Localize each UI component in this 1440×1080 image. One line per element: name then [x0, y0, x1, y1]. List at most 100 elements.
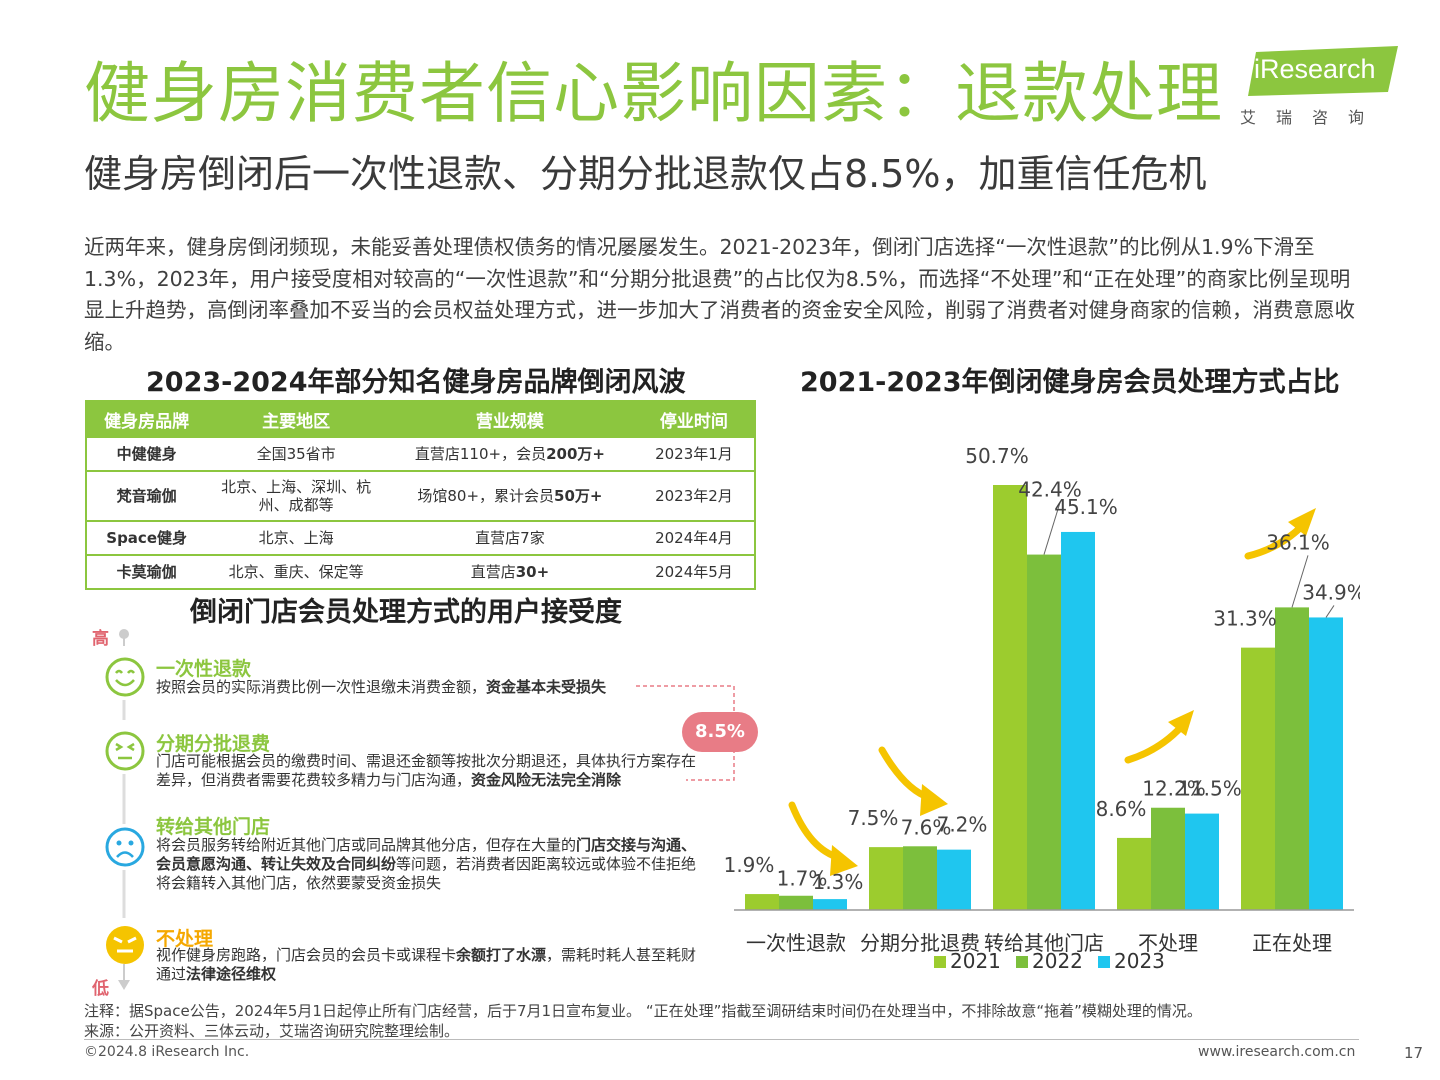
data-label: 8.6%	[1096, 797, 1147, 821]
scale-low-label: 低	[92, 979, 109, 999]
table-row: Space健身 北京、上海 直营店7家 2024年4月	[86, 520, 755, 555]
desc-text: ，需耗时耗人甚至耗财通过	[156, 946, 697, 983]
method-description: 门店可能根据会员的缴费时间、需退还金额等按批次分期退还，具体执行方案存在差异，但…	[156, 752, 706, 790]
data-label: 36.1%	[1266, 530, 1330, 554]
data-label: 42.4%	[1018, 478, 1082, 502]
cell-brand: 卡莫瑜伽	[86, 554, 207, 589]
bar-2022	[1151, 807, 1185, 910]
legend-label: 2022	[1032, 949, 1083, 973]
category-label: 正在处理	[1252, 931, 1332, 955]
scale-text: 场馆80+，累计会员	[417, 487, 555, 505]
page-number: 17	[1404, 1044, 1424, 1062]
cell-region: 北京、上海、深圳、杭州、成都等	[206, 470, 387, 521]
label-leader-line	[1043, 502, 1061, 555]
legend-label: 2023	[1114, 949, 1165, 973]
cell-date: 2024年4月	[633, 520, 755, 555]
logo-banner-icon	[1248, 46, 1398, 96]
category-label: 不处理	[1138, 931, 1198, 955]
scale-highlight: 50万+	[554, 487, 603, 505]
region-text: 北京、上海、深圳、杭州、成都等	[221, 478, 372, 514]
data-label: 11.5%	[1178, 777, 1242, 801]
website-link[interactable]: www.iresearch.com.cn	[1198, 1044, 1356, 1060]
legend-swatch	[934, 956, 946, 968]
table-row: 中健健身 全国35省市 直营店110+，会员200万+ 2023年1月	[86, 436, 755, 471]
cell-scale: 场馆80+，累计会员50万+	[386, 470, 634, 521]
scale-highlight: 30+	[515, 563, 550, 581]
copyright: ©2024.8 iResearch Inc.	[84, 1044, 250, 1060]
desc-highlight: 资金风险无法完全消除	[471, 771, 622, 789]
combined-share-badge: 8.5%	[682, 712, 758, 752]
bar-2021	[993, 485, 1027, 910]
trend-arrow-head-icon	[830, 845, 858, 876]
desc-highlight: 余额打了水漂	[456, 946, 547, 964]
cell-scale: 直营店30+	[386, 554, 634, 589]
desc-text: 按照会员的实际消费比例一次性退缴未消费金额，	[156, 678, 487, 696]
table-title: 2023-2024年部分知名健身房品牌倒闭风波	[146, 367, 686, 398]
smile-face-icon	[105, 657, 145, 697]
method-description: 视作健身房跑路，门店会员的会员卡或课程卡余额打了水漂，需耗时耗人甚至耗财通过法律…	[156, 946, 706, 984]
brand-closure-table: 健身房品牌 主要地区 营业规模 停业时间 中健健身 全国35省市 直营店110+…	[85, 400, 756, 590]
bracket-connector-icon	[636, 685, 735, 781]
data-label: 7.5%	[848, 806, 899, 830]
method-title: 分期分批退费	[156, 733, 271, 755]
cell-brand: 中健健身	[86, 436, 207, 471]
cell-brand: Space健身	[86, 520, 207, 555]
desc-highlight: 资金基本未受损失	[486, 678, 607, 696]
bar-2023	[1061, 531, 1095, 910]
intro-paragraph: 近两年来，健身房倒闭频现，未能妥善处理债权债务的情况屡屡发生。2021-2023…	[84, 235, 1355, 354]
column-header: 停业时间	[633, 401, 755, 437]
trend-arrow-head-icon	[1288, 508, 1316, 536]
data-label: 1.7%	[777, 867, 828, 891]
cell-date: 2023年2月	[633, 470, 755, 521]
category-label: 转给其他门店	[984, 931, 1104, 955]
scale-text: 直营店110+，会员	[414, 445, 547, 463]
bar-2021	[745, 894, 779, 910]
chart-title: 2021-2023年倒闭健身房会员处理方式占比	[800, 367, 1340, 398]
bar-2023	[1309, 617, 1343, 910]
cell-date: 2023年1月	[633, 436, 755, 471]
bar-2023	[937, 849, 971, 910]
bar-2021	[1117, 837, 1151, 910]
legend-swatch	[1098, 956, 1110, 968]
acceptance-title: 倒闭门店会员处理方式的用户接受度	[190, 597, 622, 628]
scale-high-label: 高	[92, 629, 109, 649]
cell-scale: 直营店110+，会员200万+	[386, 436, 634, 471]
desc-text: 将会员服务转给附近其他门店或同品牌其他分店，但存在大量的	[156, 836, 577, 854]
bar-2022	[779, 895, 813, 910]
bar-2021	[869, 847, 903, 910]
cell-region: 全国35省市	[206, 436, 387, 471]
data-label: 34.9%	[1302, 580, 1360, 604]
method-title: 一次性退款	[156, 658, 252, 680]
desc-text: 视作健身房跑路，门店会员的会员卡或课程卡	[156, 946, 457, 964]
sad-face-icon	[105, 827, 145, 867]
table-row: 梵音瑜伽 北京、上海、深圳、杭州、成都等 场馆80+，累计会员50万+ 2023…	[86, 470, 755, 521]
trend-arrow-head-icon	[1168, 710, 1194, 736]
data-label: 12.2%	[1142, 777, 1206, 801]
footer-divider	[84, 1039, 1359, 1040]
legend-swatch	[1016, 956, 1028, 968]
cell-scale: 直营店7家	[386, 520, 634, 555]
desc-text: 等问题，若消费者因距离较远或体验不佳拒绝将会籍转入其他门店，依然要蒙受资金损失	[156, 855, 697, 892]
bar-chart: 1.9%1.7%1.3% 7.5% 7.6%7.2% 50.7% 42.4%45.1% 8…	[724, 444, 1360, 973]
bar-2022	[1027, 554, 1061, 910]
column-header: 主要地区	[206, 401, 387, 437]
desc-text: 门店可能根据会员的缴费时间、需退还金额等按批次分期退还，具体执行方案存在差异，但…	[156, 752, 697, 789]
data-label: 7.2%	[937, 813, 988, 837]
bar-2021	[1241, 647, 1275, 910]
iresearch-logo: iResearch 艾瑞咨询	[1238, 46, 1402, 127]
cell-brand: 梵音瑜伽	[86, 470, 207, 521]
table-header-row: 健身房品牌 主要地区 营业规模 停业时间	[86, 401, 755, 437]
bar-2023	[1185, 813, 1219, 910]
method-description: 将会员服务转给附近其他门店或同品牌其他分店，但存在大量的门店交接与沟通、会员意愿…	[156, 836, 706, 893]
column-header: 营业规模	[386, 401, 634, 437]
bar-2022	[1275, 607, 1309, 910]
column-header: 健身房品牌	[86, 401, 207, 437]
page-title: 健身房消费者信心影响因素：退款处理	[84, 55, 1223, 132]
trend-arrow-icon	[1124, 722, 1186, 764]
data-label: 50.7%	[965, 444, 1029, 468]
footnote: 注释：据Space公告，2024年5月1日起停止所有门店经营，后于7月1日宣布复…	[84, 1002, 1202, 1020]
data-label: 1.9%	[724, 853, 775, 877]
label-leader-line	[1291, 555, 1309, 608]
angry-face-icon	[106, 926, 144, 964]
desc-highlight: 法律途径维权	[186, 965, 277, 983]
